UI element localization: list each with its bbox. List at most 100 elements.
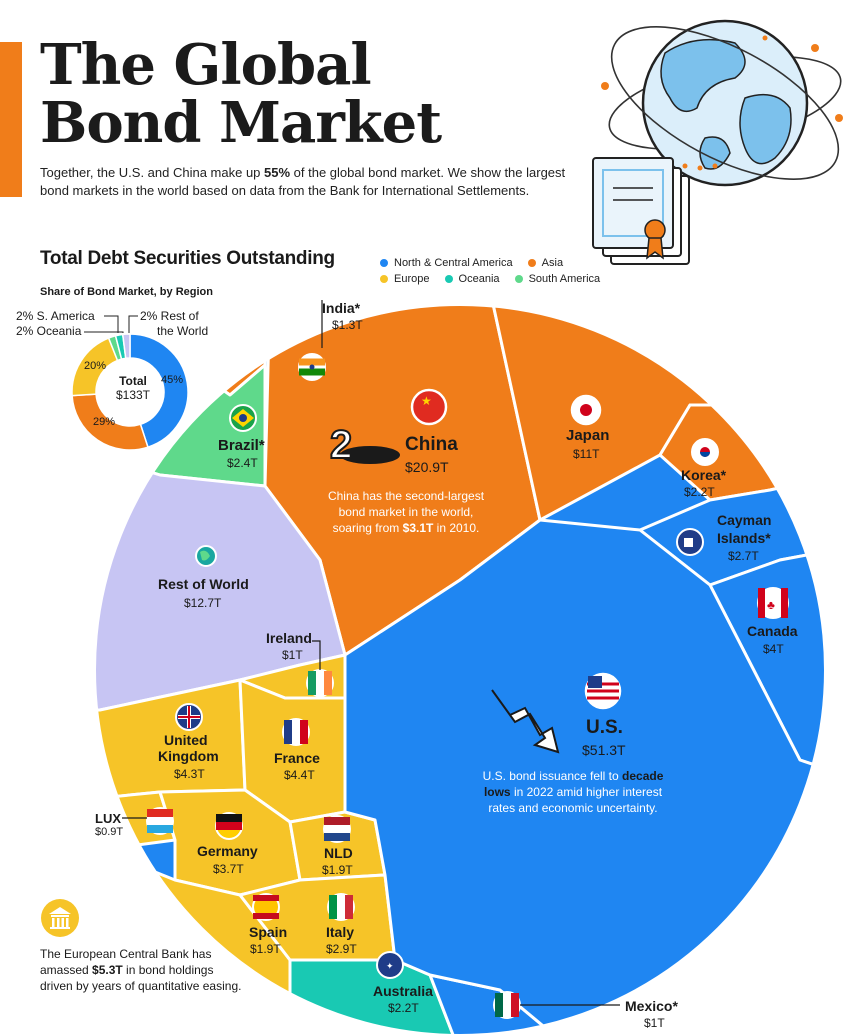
label-germany-value: $3.7T bbox=[213, 862, 244, 876]
label-nld-name: NLD bbox=[324, 845, 353, 861]
chart-title: Total Debt Securities Outstanding bbox=[40, 248, 335, 269]
china-annotation: China has the second-largest bond market … bbox=[316, 488, 496, 536]
label-ireland-value: $1T bbox=[282, 648, 303, 662]
label-lux-name: LUX bbox=[95, 811, 121, 826]
legend-swatch bbox=[514, 275, 523, 283]
legend-swatch bbox=[380, 259, 388, 267]
donut-label-29: 29% bbox=[93, 416, 116, 428]
legend-label: North & Central America bbox=[394, 257, 513, 269]
label-australia-name: Australia bbox=[373, 983, 433, 999]
label-cayman-name-1: Cayman bbox=[717, 512, 772, 528]
label-korea-name: Korea* bbox=[681, 467, 727, 483]
flag-nld-icon bbox=[323, 815, 351, 843]
flag-lux-icon bbox=[146, 807, 174, 835]
label-canada-name: Canada bbox=[747, 623, 798, 639]
donut-label-20: 20% bbox=[84, 360, 107, 372]
donut-label-s-america: 2% S. America bbox=[16, 309, 95, 323]
flag-uk-icon bbox=[175, 703, 203, 731]
flag-australia-icon: ✦ bbox=[376, 951, 404, 979]
chart-legend: North & Central America Asia Europe Ocea… bbox=[380, 257, 640, 289]
ecb-note-highlight: $5.3T bbox=[92, 963, 123, 977]
svg-text:★: ★ bbox=[421, 394, 432, 408]
label-uk-name-2: Kingdom bbox=[158, 748, 219, 764]
ecb-note-line2: amassed bbox=[40, 963, 93, 977]
label-lux-value: $0.9T bbox=[95, 826, 124, 838]
number-two-icon: 2 bbox=[329, 422, 400, 468]
donut-slice-north-central-america bbox=[129, 333, 189, 449]
region-india bbox=[95, 305, 272, 397]
flag-india-icon bbox=[298, 353, 326, 381]
legend-swatch bbox=[444, 275, 453, 283]
china-annotation-highlight: $3.1T bbox=[402, 521, 434, 535]
flag-canada-icon: ♣ bbox=[757, 587, 789, 619]
label-italy-value: $2.9T bbox=[326, 942, 357, 956]
label-france-name: France bbox=[274, 750, 320, 766]
ecb-note-line2-end: in bond holdings bbox=[122, 963, 214, 977]
label-nld-value: $1.9T bbox=[322, 863, 353, 877]
title-line-2: Bond Market bbox=[40, 90, 442, 156]
label-rest-value: $12.7T bbox=[184, 596, 222, 610]
svg-text:♣: ♣ bbox=[767, 598, 775, 612]
label-us-name: U.S. bbox=[586, 717, 623, 738]
donut-leader-lines bbox=[84, 315, 138, 333]
donut-title: Share of Bond Market, by Region bbox=[40, 286, 213, 298]
legend-label: South America bbox=[528, 273, 601, 285]
page-title: The Global Bond Market bbox=[40, 36, 442, 156]
us-annotation-highlight-1: decade bbox=[622, 769, 664, 783]
flag-us-icon bbox=[584, 672, 622, 710]
label-cayman-value: $2.7T bbox=[728, 549, 759, 563]
donut-label-45: 45% bbox=[161, 374, 184, 386]
region-us-fill bbox=[343, 518, 825, 1034]
legend-item-europe: Europe bbox=[380, 273, 429, 285]
flag-brazil-icon bbox=[229, 404, 257, 432]
flag-cayman-icon bbox=[676, 528, 704, 556]
label-japan-name: Japan bbox=[566, 427, 610, 444]
accent-bar bbox=[0, 42, 22, 197]
ecb-note-line1: The European Central Bank has bbox=[40, 947, 212, 961]
label-france-value: $4.4T bbox=[284, 768, 315, 782]
globe-illustration bbox=[592, 19, 843, 265]
donut-label-rest-line1: 2% Rest of bbox=[140, 309, 199, 323]
flag-france-icon bbox=[282, 718, 310, 746]
subtitle-text-1: Together, the U.S. and China make up bbox=[40, 165, 265, 180]
ecb-note: The European Central Bank has amassed $5.… bbox=[40, 946, 270, 994]
legend-label: Asia bbox=[541, 257, 564, 269]
label-uk-name-1: United bbox=[164, 732, 208, 748]
legend-item-oceania: Oceania bbox=[444, 273, 500, 285]
legend-item-asia: Asia bbox=[527, 257, 564, 269]
china-annotation-line1: China has the second-largest bbox=[327, 489, 485, 503]
label-uk-value: $4.3T bbox=[174, 767, 205, 781]
flag-italy-icon bbox=[327, 893, 355, 921]
donut-center-label: Total bbox=[119, 374, 147, 388]
label-mexico-value: $1T bbox=[644, 1016, 665, 1030]
donut-center-value: $133T bbox=[115, 388, 151, 402]
page-subtitle: Together, the U.S. and China make up 55%… bbox=[40, 164, 580, 200]
label-canada-value: $4T bbox=[763, 642, 784, 656]
globe-rest-icon bbox=[195, 545, 217, 567]
us-annotation-line1: U.S. bond issuance fell to bbox=[482, 769, 623, 783]
label-spain-value: $1.9T bbox=[250, 942, 281, 956]
china-annotation-line3-end: in 2010. bbox=[433, 521, 480, 535]
us-annotation-line3: rates and economic uncertainty. bbox=[488, 801, 658, 815]
label-brazil-name: Brazil* bbox=[218, 437, 265, 454]
label-rest-name: Rest of World bbox=[158, 576, 249, 592]
legend-swatch bbox=[380, 275, 388, 283]
flag-china-icon: ★ bbox=[410, 388, 448, 426]
donut-label-rest-line2: the World bbox=[157, 324, 209, 338]
legend-item-south-america: South America bbox=[514, 273, 601, 285]
label-korea-value: $2.2T bbox=[684, 485, 715, 499]
falling-arrow-icon bbox=[491, 689, 560, 754]
label-australia-value: $2.2T bbox=[388, 1001, 419, 1015]
flag-germany-icon bbox=[215, 812, 243, 840]
flag-ireland-icon bbox=[306, 669, 334, 697]
legend-label: Oceania bbox=[458, 273, 500, 285]
flag-japan-icon bbox=[570, 394, 602, 426]
ecb-note-line3: driven by years of quantitative easing. bbox=[40, 979, 242, 993]
label-italy-name: Italy bbox=[326, 924, 355, 940]
us-annotation-line2: in 2022 amid higher interest bbox=[510, 785, 663, 799]
bank-icon bbox=[41, 899, 79, 937]
us-annotation: U.S. bond issuance fell to decade lows in… bbox=[463, 768, 683, 816]
svg-text:✦: ✦ bbox=[386, 961, 394, 971]
donut-center: Total $133T bbox=[100, 374, 166, 402]
label-spain-name: Spain bbox=[249, 924, 288, 940]
